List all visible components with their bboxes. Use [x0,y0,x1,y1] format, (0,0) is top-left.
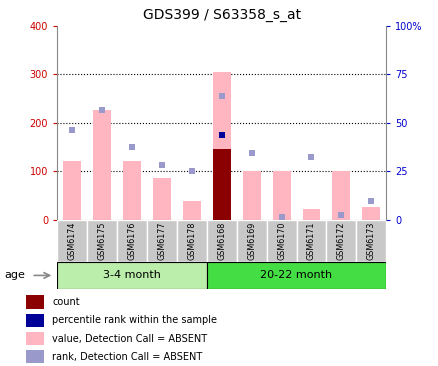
Bar [266,220,296,262]
Bar [26,350,44,363]
Bar [26,332,44,345]
Text: GSM6171: GSM6171 [306,221,315,260]
Bar [296,220,326,262]
Text: count: count [52,297,80,307]
Text: GSM6170: GSM6170 [276,221,286,260]
Text: 3-4 month: 3-4 month [103,270,160,280]
Bar [57,262,206,289]
Text: GSM6176: GSM6176 [127,221,136,260]
Bar [206,220,236,262]
Bar [63,161,81,220]
Text: GSM6168: GSM6168 [217,221,226,260]
Bar [177,220,206,262]
Bar [332,171,350,220]
Text: GSM6173: GSM6173 [366,221,375,260]
Bar [26,295,44,309]
Bar [123,161,141,220]
Bar [356,220,385,262]
Bar [152,178,170,220]
Bar [182,201,200,220]
Bar [93,111,111,220]
Bar [26,314,44,327]
Text: age: age [4,270,25,280]
Bar [302,209,320,220]
Text: rank, Detection Call = ABSENT: rank, Detection Call = ABSENT [52,352,202,362]
Text: 20-22 month: 20-22 month [260,270,332,280]
Text: value, Detection Call = ABSENT: value, Detection Call = ABSENT [52,333,207,344]
Bar [147,220,177,262]
Bar [326,220,356,262]
Bar [212,72,230,220]
Text: GSM6175: GSM6175 [97,221,106,260]
Text: GSM6177: GSM6177 [157,221,166,260]
Bar [272,171,290,220]
Bar [236,220,266,262]
Bar [57,220,87,262]
Text: percentile rank within the sample: percentile rank within the sample [52,315,217,325]
Bar [212,149,230,220]
Bar [117,220,147,262]
Text: GSM6169: GSM6169 [247,221,255,260]
Title: GDS399 / S63358_s_at: GDS399 / S63358_s_at [142,8,300,22]
Text: GSM6174: GSM6174 [67,221,76,260]
Bar [206,262,385,289]
Text: GSM6178: GSM6178 [187,221,196,260]
Bar [87,220,117,262]
Bar [242,171,260,220]
Text: GSM6172: GSM6172 [336,221,345,260]
Bar [361,208,379,220]
